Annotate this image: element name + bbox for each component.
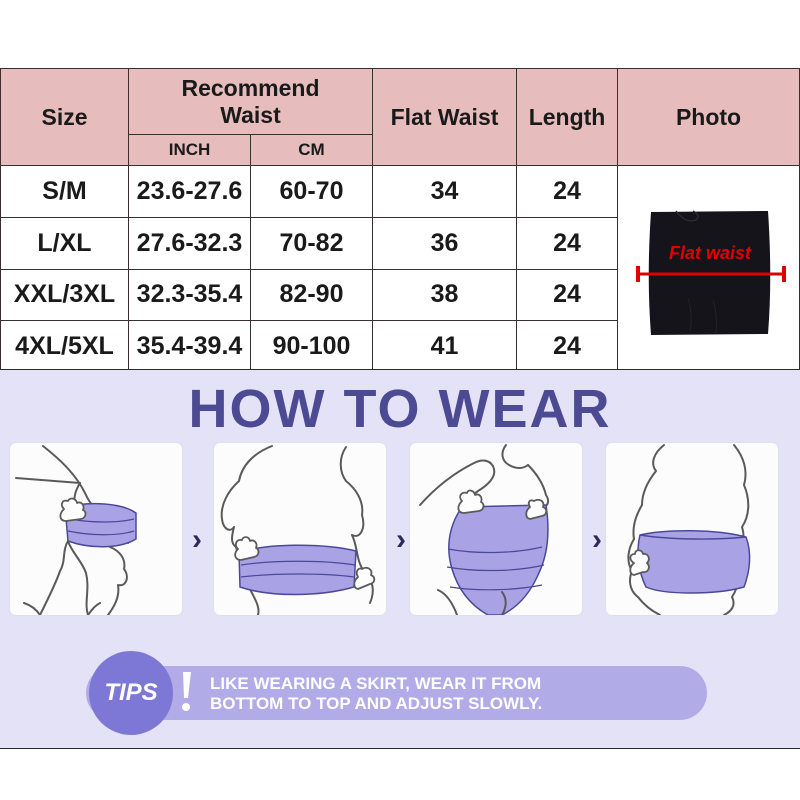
svg-text:Flat waist: Flat waist xyxy=(669,243,752,263)
